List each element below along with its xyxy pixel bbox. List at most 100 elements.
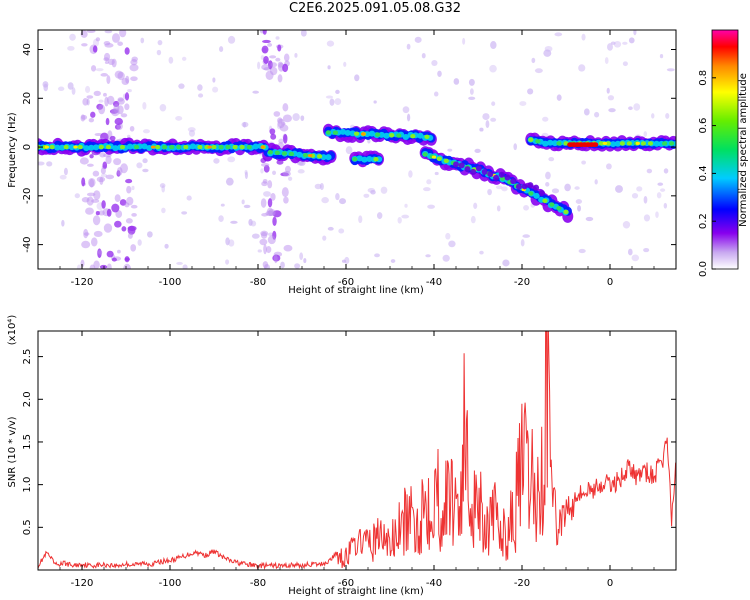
spectrogram-stripe-dot xyxy=(270,133,277,140)
spectrogram-dot xyxy=(426,179,432,185)
colorbar-tick-label: 0.4 xyxy=(698,165,709,181)
spectrogram-stripe-dot xyxy=(90,237,98,247)
spectrogram-dot xyxy=(594,179,598,185)
spectrogram-stripe-dot xyxy=(129,125,135,132)
spectrogram-dot xyxy=(176,261,183,265)
spectrogram-stripe-dot xyxy=(89,178,95,188)
spectrogram-dot xyxy=(657,182,664,186)
descending-branch xyxy=(431,155,437,159)
spectrogram-dot xyxy=(156,49,162,56)
spectrogram-dot xyxy=(303,258,307,264)
spectrogram-stripe-dot xyxy=(86,163,94,167)
spectrogram-dot xyxy=(665,112,670,119)
spectrogram-stripe-dot xyxy=(282,63,289,73)
right-band-core xyxy=(591,142,599,148)
spectrogram-dot xyxy=(260,168,264,174)
spectrogram-stripe-dot xyxy=(124,103,130,111)
spectrogram-dot xyxy=(373,100,377,104)
main-band xyxy=(112,145,119,152)
spectrogram-stripe-dot xyxy=(260,198,267,208)
spectrogram-dot xyxy=(358,215,363,224)
spectrogram-stripe-dot xyxy=(92,170,100,177)
right-band xyxy=(640,141,647,146)
spectrogram-dot xyxy=(175,116,183,121)
spectrogram-dot xyxy=(182,264,188,269)
spectrogram-dot xyxy=(326,40,335,47)
right-band xyxy=(626,141,632,146)
spectrogram-stripe-dot xyxy=(121,226,127,232)
spectrogram-stripe-dot xyxy=(120,163,128,174)
spectrogram-stripe-dot xyxy=(273,111,281,117)
spectrogram-stripe-dot xyxy=(275,57,281,62)
spectrogram-stripe-dot xyxy=(261,181,268,187)
right-band xyxy=(602,141,608,146)
snr-x-tick-label: 0 xyxy=(607,578,613,589)
main-band xyxy=(92,144,100,151)
descending-branch xyxy=(470,168,477,175)
spectrogram-stripe-dot xyxy=(265,246,272,254)
colorbar-tick-label: 0.2 xyxy=(698,213,709,229)
upper-band xyxy=(325,130,331,135)
spectrogram-dot xyxy=(628,106,633,111)
spectrogram-dot xyxy=(95,68,104,72)
figure-title: C2E6.2025.091.05.08.G32 xyxy=(288,1,462,16)
upper-band xyxy=(339,128,347,135)
snr-y-tick-label: 2.0 xyxy=(22,391,33,407)
descending-branch xyxy=(487,171,494,178)
spectrogram-stripe-dot xyxy=(270,192,276,201)
main-band xyxy=(126,143,134,150)
spectrogram-dot xyxy=(583,108,590,116)
spectrogram-stripe-dot xyxy=(86,196,94,206)
spectrogram-dot xyxy=(474,148,481,154)
spectrogram-dot xyxy=(251,233,260,239)
spectrogram-stripe-dot xyxy=(282,114,292,123)
spectrogram-dot xyxy=(380,186,388,194)
spectrogram-dot xyxy=(643,248,650,253)
spectrogram-dot xyxy=(666,68,675,72)
spectrogram-stripe-dot xyxy=(277,61,284,68)
spectrogram-stripe-dot xyxy=(261,64,270,71)
main-band xyxy=(225,144,231,150)
spectrogram-dot xyxy=(578,248,586,254)
spectrogram-dot xyxy=(218,215,224,223)
spectrogram-dot xyxy=(338,228,345,234)
snr-x-label: Height of straight line (km) xyxy=(288,586,424,597)
spectrogram-stripe-dot xyxy=(114,117,123,125)
spectrogram-dot xyxy=(300,115,305,121)
spectrogram-dot xyxy=(613,40,622,48)
spectrogram-dot xyxy=(327,226,334,231)
spectrogram-dot xyxy=(425,254,431,258)
main-band xyxy=(119,144,126,150)
spectrogram-dot xyxy=(294,263,301,269)
spectrogram-stripe-dot xyxy=(261,45,269,54)
spectrogram-dot xyxy=(522,234,530,238)
spectrogram-stripe-dot xyxy=(280,122,286,126)
spectrogram-stripe-dot xyxy=(100,167,106,175)
main-band xyxy=(288,151,295,157)
colorbar: 0.0 0.2 0.4 0.6 0.8 Normalized spectral ampl… xyxy=(698,29,749,277)
spectrogram-dot xyxy=(131,185,135,191)
main-band xyxy=(296,151,303,158)
spectrogram-stripe-dot xyxy=(130,244,137,252)
main-band xyxy=(141,143,148,150)
descending-branch xyxy=(533,184,540,191)
spectrogram-dot xyxy=(479,127,484,132)
spectrogram-dot xyxy=(140,37,145,44)
spectrogram-stripe-dot xyxy=(283,196,289,204)
spectrogram-stripe-dot xyxy=(262,30,267,35)
spectrogram-stripe-dot xyxy=(283,53,290,62)
spectrogram-dot xyxy=(404,203,408,208)
spectrogram-stripe-dot xyxy=(98,104,106,115)
spectrogram-dot xyxy=(490,117,497,122)
spectrogram-dot xyxy=(136,162,143,169)
main-band xyxy=(68,144,76,151)
spectrogram-dot xyxy=(343,61,347,67)
spectrogram-dot xyxy=(63,167,68,176)
right-band xyxy=(661,141,668,146)
spectrogram-dot xyxy=(534,68,543,74)
descending-branch xyxy=(422,152,428,157)
upper-band xyxy=(402,134,410,141)
colorbar-tick-label: 0.6 xyxy=(698,118,709,134)
upper-band xyxy=(344,129,351,136)
